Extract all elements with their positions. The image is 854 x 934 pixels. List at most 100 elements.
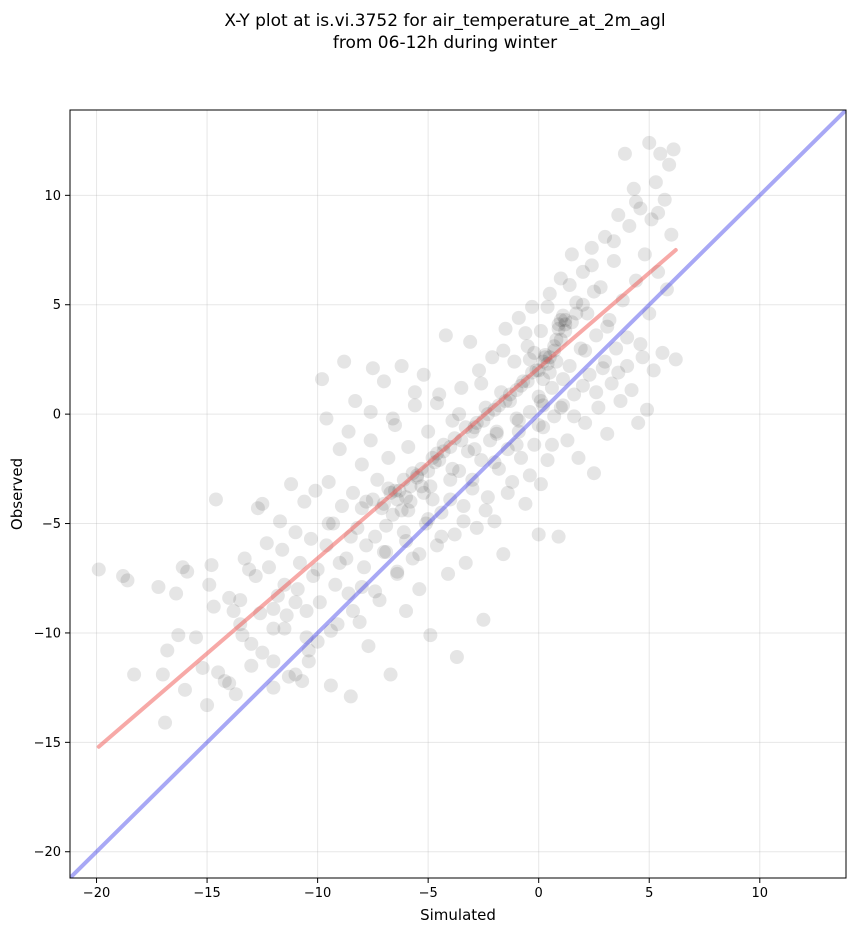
data-point: [522, 404, 537, 419]
data-point: [308, 483, 323, 498]
data-point: [401, 503, 416, 518]
data-point: [323, 623, 338, 638]
data-point: [560, 433, 575, 448]
data-point: [368, 584, 383, 599]
data-point: [556, 398, 571, 413]
data-point: [659, 282, 674, 297]
data-point: [542, 286, 557, 301]
data-point: [496, 343, 511, 358]
data-point: [211, 665, 226, 680]
data-point: [485, 350, 500, 365]
data-point: [478, 503, 493, 518]
data-point: [228, 687, 243, 702]
data-point: [520, 339, 535, 354]
data-point: [255, 645, 270, 660]
data-point: [381, 450, 396, 465]
data-point: [646, 363, 661, 378]
data-point: [414, 479, 429, 494]
data-point: [217, 674, 232, 689]
data-point: [511, 424, 526, 439]
data-point: [540, 356, 555, 371]
data-point: [624, 383, 639, 398]
data-point: [449, 650, 464, 665]
data-point: [169, 586, 184, 601]
data-point: [394, 503, 409, 518]
data-point: [544, 437, 559, 452]
data-point: [509, 411, 524, 426]
data-point: [569, 306, 584, 321]
data-point: [120, 573, 135, 588]
data-point: [443, 492, 458, 507]
data-point: [666, 142, 681, 157]
data-point: [533, 323, 548, 338]
data-point: [399, 604, 414, 619]
y-tick-label: −5: [42, 517, 61, 532]
x-tick-label: −20: [83, 886, 110, 901]
data-point: [657, 192, 672, 207]
data-point: [116, 569, 131, 584]
data-point: [549, 332, 564, 347]
data-point: [295, 674, 310, 689]
data-point: [637, 247, 652, 262]
data-point: [472, 363, 487, 378]
data-point: [390, 492, 405, 507]
data-point: [376, 374, 391, 389]
data-point: [352, 615, 367, 629]
x-tick-label: −10: [304, 886, 331, 901]
data-point: [593, 280, 608, 295]
data-point: [339, 551, 354, 566]
data-point: [399, 534, 414, 549]
data-point: [536, 420, 551, 435]
data-point: [434, 505, 449, 520]
data-point: [244, 658, 259, 673]
data-point: [536, 398, 551, 413]
data-point: [354, 579, 369, 594]
y-tick-label: 10: [44, 189, 61, 204]
data-point: [443, 472, 458, 487]
data-point: [288, 667, 303, 682]
data-point: [586, 284, 601, 299]
data-point: [416, 485, 431, 500]
y-tick-label: 0: [53, 408, 61, 423]
axis-ticks: −20 −15 −10 −5 0 5 10 −20 −15 −10 −5 0 5 10: [34, 189, 768, 901]
data-point: [222, 676, 237, 691]
data-point: [606, 234, 621, 249]
data-point: [288, 595, 303, 610]
data-point: [452, 407, 467, 422]
data-point: [233, 593, 248, 608]
data-point: [553, 313, 568, 328]
data-point: [429, 538, 444, 553]
data-point: [465, 481, 480, 496]
data-point: [412, 547, 427, 562]
data-point: [635, 350, 650, 365]
data-point: [418, 516, 433, 531]
data-point: [202, 577, 217, 592]
data-point: [326, 516, 341, 531]
data-point: [458, 555, 473, 570]
data-point: [613, 394, 628, 409]
data-point: [421, 424, 436, 439]
data-point: [598, 354, 613, 369]
data-point: [505, 474, 520, 489]
data-point: [390, 566, 405, 581]
data-point: [553, 332, 568, 347]
data-point: [284, 477, 299, 492]
data-point: [206, 599, 221, 614]
data-point: [580, 306, 595, 321]
data-point: [556, 308, 571, 323]
data-point: [553, 271, 568, 286]
data-point: [460, 444, 475, 459]
data-point: [463, 334, 478, 349]
data-point: [480, 490, 495, 505]
data-point: [281, 669, 296, 684]
data-point: [266, 621, 281, 636]
data-point: [454, 380, 469, 395]
data-point: [394, 359, 409, 373]
data-point: [664, 227, 679, 242]
data-point: [551, 317, 566, 332]
data-point: [456, 514, 471, 529]
data-point: [416, 367, 431, 382]
data-point: [575, 264, 590, 279]
data-point: [306, 569, 321, 584]
data-point: [348, 394, 363, 409]
